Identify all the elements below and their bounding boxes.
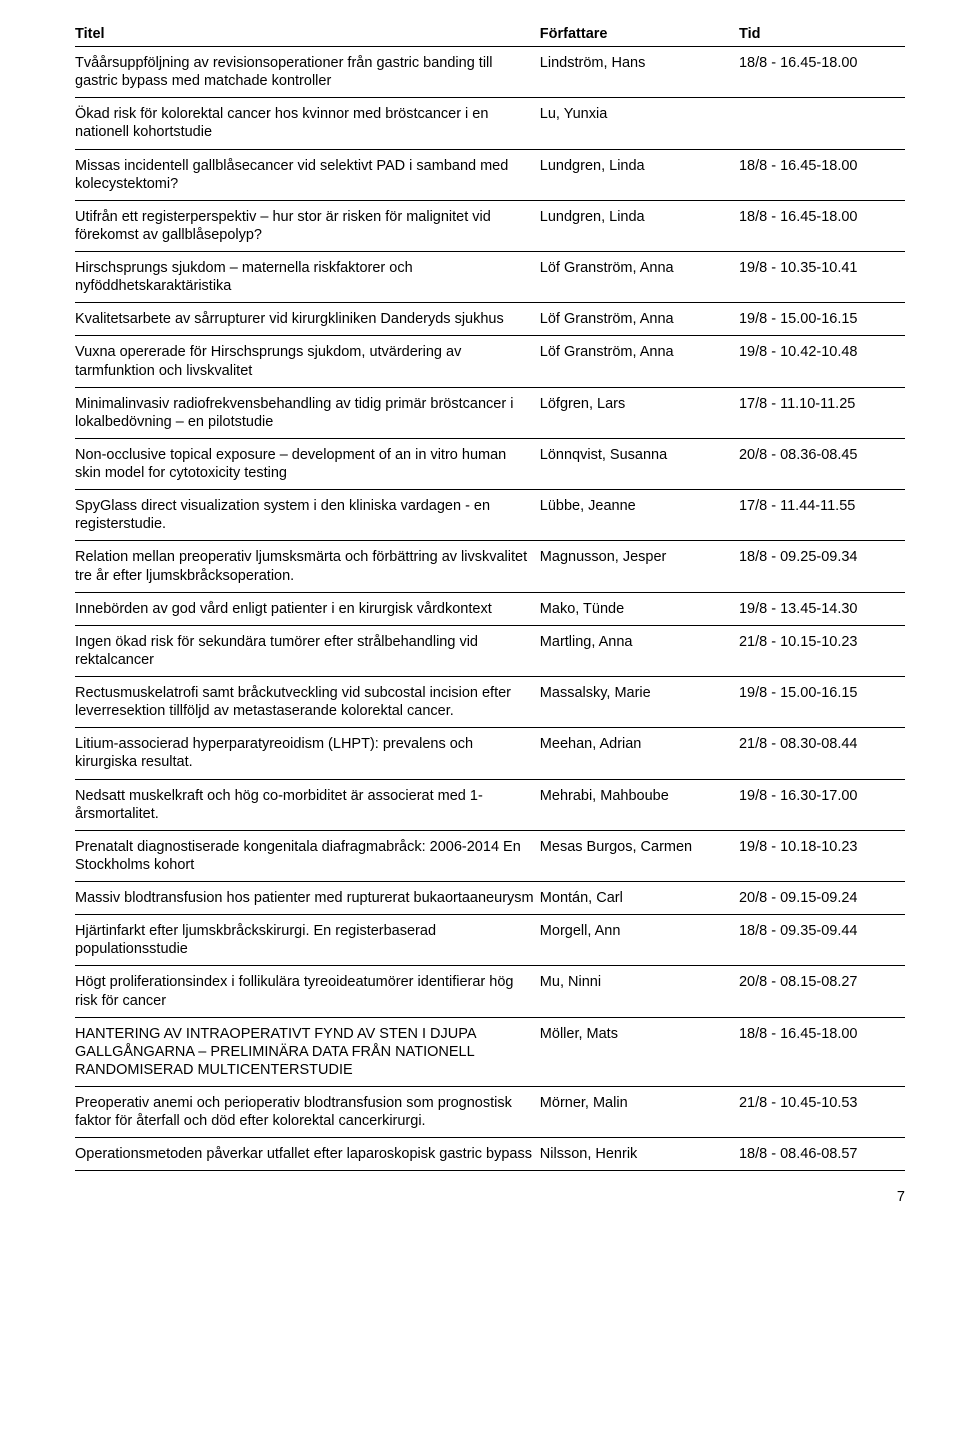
cell-time xyxy=(739,98,905,149)
table-row: Prenatalt diagnostiserade kongenitala di… xyxy=(75,830,905,881)
table-row: Rectusmuskelatrofi samt bråckutveckling … xyxy=(75,677,905,728)
cell-time: 20/8 - 09.15-09.24 xyxy=(739,882,905,915)
cell-time: 18/8 - 16.45-18.00 xyxy=(739,200,905,251)
cell-time: 21/8 - 10.45-10.53 xyxy=(739,1087,905,1138)
table-row: Relation mellan preoperativ ljumsksmärta… xyxy=(75,541,905,592)
cell-time: 18/8 - 16.45-18.00 xyxy=(739,149,905,200)
cell-title: Massiv blodtransfusion hos patienter med… xyxy=(75,882,540,915)
col-header-time: Tid xyxy=(739,20,905,47)
table-row: Litium-associerad hyperparatyreoidism (L… xyxy=(75,728,905,779)
cell-time: 19/8 - 10.42-10.48 xyxy=(739,336,905,387)
cell-author: Lundgren, Linda xyxy=(540,149,739,200)
cell-title: Minimalinvasiv radiofrekvensbehandling a… xyxy=(75,387,540,438)
cell-title: Preoperativ anemi och perioperativ blodt… xyxy=(75,1087,540,1138)
table-row: HANTERING AV INTRAOPERATIVT FYND AV STEN… xyxy=(75,1017,905,1086)
cell-author: Löf Granström, Anna xyxy=(540,303,739,336)
cell-author: Meehan, Adrian xyxy=(540,728,739,779)
cell-author: Nilsson, Henrik xyxy=(540,1138,739,1171)
cell-time: 19/8 - 15.00-16.15 xyxy=(739,303,905,336)
cell-author: Mehrabi, Mahboube xyxy=(540,779,739,830)
cell-title: HANTERING AV INTRAOPERATIVT FYND AV STEN… xyxy=(75,1017,540,1086)
cell-time: 19/8 - 13.45-14.30 xyxy=(739,592,905,625)
table-row: Ingen ökad risk för sekundära tumörer ef… xyxy=(75,625,905,676)
table-row: Hirschsprungs sjukdom – maternella riskf… xyxy=(75,252,905,303)
col-header-author: Författare xyxy=(540,20,739,47)
cell-time: 20/8 - 08.36-08.45 xyxy=(739,438,905,489)
cell-time: 19/8 - 10.18-10.23 xyxy=(739,830,905,881)
cell-author: Löf Granström, Anna xyxy=(540,336,739,387)
table-header-row: Titel Författare Tid xyxy=(75,20,905,47)
cell-time: 18/8 - 08.46-08.57 xyxy=(739,1138,905,1171)
col-header-title: Titel xyxy=(75,20,540,47)
cell-title: Högt proliferationsindex i follikulära t… xyxy=(75,966,540,1017)
cell-author: Lindström, Hans xyxy=(540,47,739,98)
cell-title: Hjärtinfarkt efter ljumskbråckskirurgi. … xyxy=(75,915,540,966)
table-row: Hjärtinfarkt efter ljumskbråckskirurgi. … xyxy=(75,915,905,966)
cell-author: Magnusson, Jesper xyxy=(540,541,739,592)
cell-author: Mu, Ninni xyxy=(540,966,739,1017)
cell-author: Lönnqvist, Susanna xyxy=(540,438,739,489)
cell-author: Löf Granström, Anna xyxy=(540,252,739,303)
cell-author: Montán, Carl xyxy=(540,882,739,915)
cell-title: Litium-associerad hyperparatyreoidism (L… xyxy=(75,728,540,779)
cell-time: 19/8 - 15.00-16.15 xyxy=(739,677,905,728)
data-table: Titel Författare Tid Tvåårsuppföljning a… xyxy=(75,20,905,1171)
cell-title: Vuxna opererade för Hirschsprungs sjukdo… xyxy=(75,336,540,387)
cell-author: Morgell, Ann xyxy=(540,915,739,966)
cell-time: 19/8 - 10.35-10.41 xyxy=(739,252,905,303)
cell-title: Relation mellan preoperativ ljumsksmärta… xyxy=(75,541,540,592)
cell-author: Mörner, Malin xyxy=(540,1087,739,1138)
table-row: Vuxna opererade för Hirschsprungs sjukdo… xyxy=(75,336,905,387)
cell-time: 21/8 - 08.30-08.44 xyxy=(739,728,905,779)
cell-title: Hirschsprungs sjukdom – maternella riskf… xyxy=(75,252,540,303)
table-row: SpyGlass direct visualization system i d… xyxy=(75,490,905,541)
table-row: Innebörden av god vård enligt patienter … xyxy=(75,592,905,625)
cell-title: Ökad risk för kolorektal cancer hos kvin… xyxy=(75,98,540,149)
cell-author: Mesas Burgos, Carmen xyxy=(540,830,739,881)
cell-title: Non-occlusive topical exposure – develop… xyxy=(75,438,540,489)
cell-time: 17/8 - 11.44-11.55 xyxy=(739,490,905,541)
table-row: Operationsmetoden påverkar utfallet efte… xyxy=(75,1138,905,1171)
cell-time: 18/8 - 09.25-09.34 xyxy=(739,541,905,592)
cell-title: Operationsmetoden påverkar utfallet efte… xyxy=(75,1138,540,1171)
cell-title: Prenatalt diagnostiserade kongenitala di… xyxy=(75,830,540,881)
cell-title: Missas incidentell gallblåsecancer vid s… xyxy=(75,149,540,200)
table-row: Massiv blodtransfusion hos patienter med… xyxy=(75,882,905,915)
cell-time: 18/8 - 09.35-09.44 xyxy=(739,915,905,966)
cell-author: Lundgren, Linda xyxy=(540,200,739,251)
cell-author: Massalsky, Marie xyxy=(540,677,739,728)
cell-title: Utifrån ett registerperspektiv – hur sto… xyxy=(75,200,540,251)
table-row: Högt proliferationsindex i follikulära t… xyxy=(75,966,905,1017)
table-row: Tvåårsuppföljning av revisionsoperatione… xyxy=(75,47,905,98)
cell-title: Rectusmuskelatrofi samt bråckutveckling … xyxy=(75,677,540,728)
table-row: Non-occlusive topical exposure – develop… xyxy=(75,438,905,489)
table-row: Preoperativ anemi och perioperativ blodt… xyxy=(75,1087,905,1138)
cell-title: Innebörden av god vård enligt patienter … xyxy=(75,592,540,625)
cell-time: 17/8 - 11.10-11.25 xyxy=(739,387,905,438)
cell-title: Tvåårsuppföljning av revisionsoperatione… xyxy=(75,47,540,98)
cell-time: 19/8 - 16.30-17.00 xyxy=(739,779,905,830)
table-row: Minimalinvasiv radiofrekvensbehandling a… xyxy=(75,387,905,438)
cell-time: 18/8 - 16.45-18.00 xyxy=(739,47,905,98)
table-row: Missas incidentell gallblåsecancer vid s… xyxy=(75,149,905,200)
table-row: Nedsatt muskelkraft och hög co-morbidite… xyxy=(75,779,905,830)
cell-title: SpyGlass direct visualization system i d… xyxy=(75,490,540,541)
cell-time: 20/8 - 08.15-08.27 xyxy=(739,966,905,1017)
table-row: Utifrån ett registerperspektiv – hur sto… xyxy=(75,200,905,251)
cell-title: Nedsatt muskelkraft och hög co-morbidite… xyxy=(75,779,540,830)
cell-author: Martling, Anna xyxy=(540,625,739,676)
cell-author: Lübbe, Jeanne xyxy=(540,490,739,541)
table-row: Ökad risk för kolorektal cancer hos kvin… xyxy=(75,98,905,149)
cell-title: Kvalitetsarbete av sårrupturer vid kirur… xyxy=(75,303,540,336)
cell-title: Ingen ökad risk för sekundära tumörer ef… xyxy=(75,625,540,676)
cell-time: 21/8 - 10.15-10.23 xyxy=(739,625,905,676)
cell-author: Lu, Yunxia xyxy=(540,98,739,149)
cell-author: Mako, Tünde xyxy=(540,592,739,625)
page-number: 7 xyxy=(75,1189,905,1205)
table-row: Kvalitetsarbete av sårrupturer vid kirur… xyxy=(75,303,905,336)
cell-author: Löfgren, Lars xyxy=(540,387,739,438)
cell-time: 18/8 - 16.45-18.00 xyxy=(739,1017,905,1086)
cell-author: Möller, Mats xyxy=(540,1017,739,1086)
